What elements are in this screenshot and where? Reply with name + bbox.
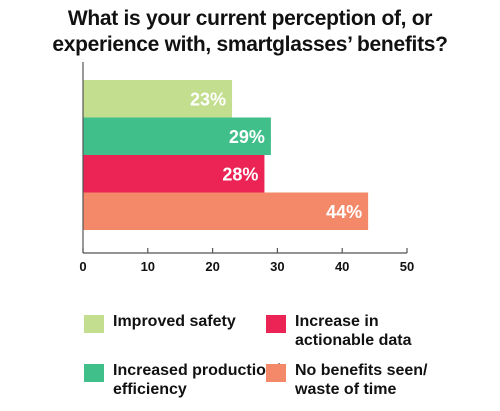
x-tick-label-20: 20 xyxy=(205,259,219,274)
bar-value-label-improved-safety: 23% xyxy=(190,89,226,109)
bar-no-benefits-seen-waste-of-time xyxy=(83,192,369,230)
x-tick-label-50: 50 xyxy=(400,259,414,274)
x-tick-label-0: 0 xyxy=(79,259,86,274)
bar-increase-in-actionable-data xyxy=(83,155,265,193)
bar-increased-production-efficiency xyxy=(83,117,271,155)
axes-layer: 0 10 20 30 40 50 xyxy=(79,62,414,274)
chart-title-line-1: What is your current perception of, or xyxy=(67,7,433,30)
bar-value-label-increase-in-actionable-data: 28% xyxy=(222,164,258,184)
chart-title-line-2: experience with, smartglasses’ benefits? xyxy=(52,33,448,56)
chart-title: What is your current perception of, or e… xyxy=(0,6,500,58)
x-tick-label-10: 10 xyxy=(141,259,155,274)
x-tick-label-30: 30 xyxy=(270,259,284,274)
x-tick-label-40: 40 xyxy=(335,259,349,274)
bar-improved-safety xyxy=(83,80,233,118)
bar-value-label-no-benefits-seen-waste-of-time: 44% xyxy=(326,202,362,222)
bar-value-label-increased-production-efficiency: 29% xyxy=(229,127,265,147)
labels-layer: 23%29% 28% 44% xyxy=(190,89,362,222)
bars-layer xyxy=(83,80,369,230)
